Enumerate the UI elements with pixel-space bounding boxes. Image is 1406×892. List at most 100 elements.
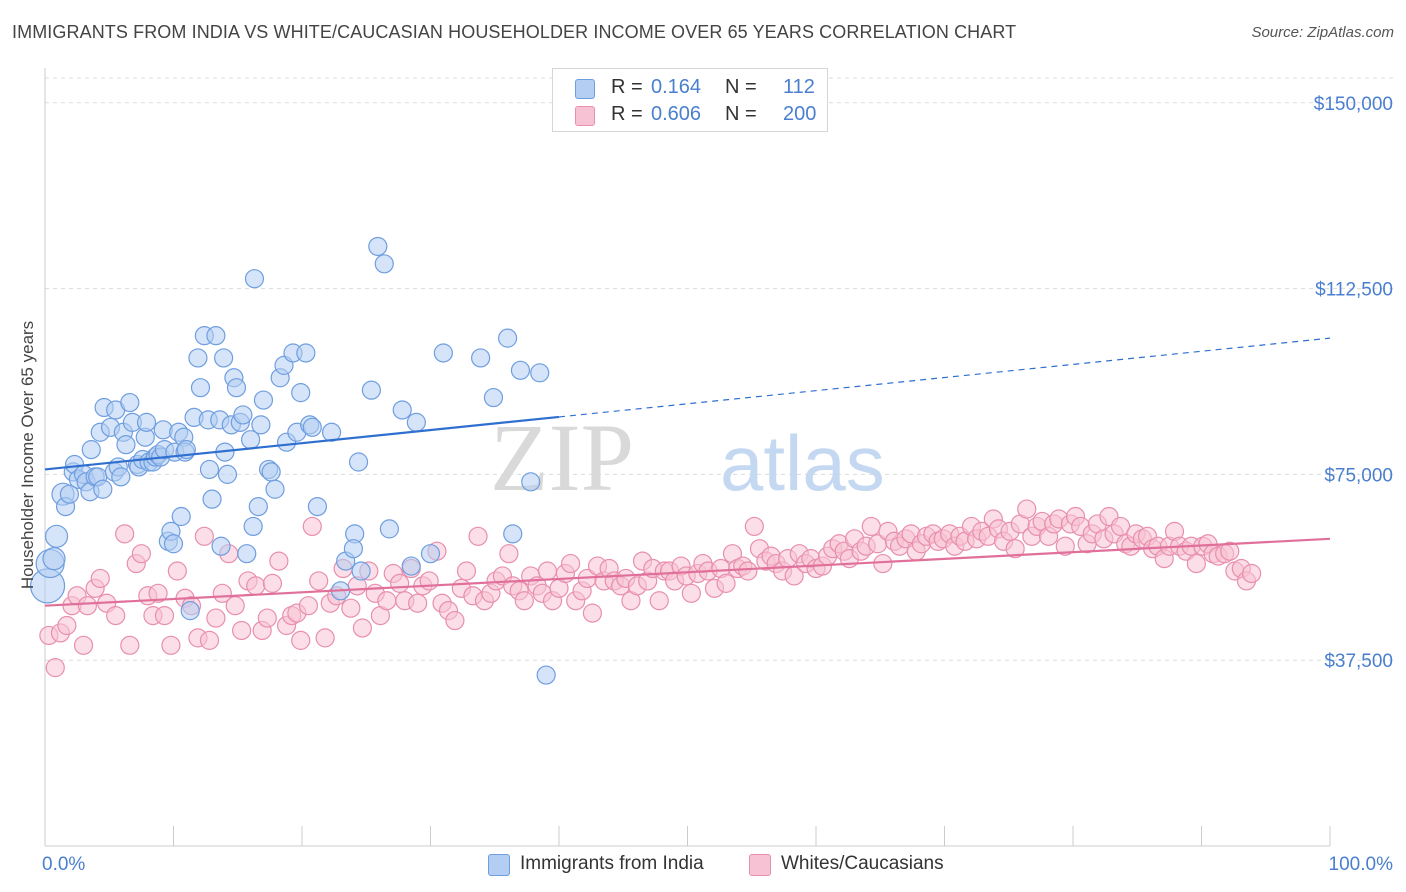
india-point: [171, 506, 191, 527]
india-point: [302, 417, 322, 437]
whites-point: [115, 524, 135, 544]
whites-point: [73, 635, 94, 655]
whites-point: [341, 598, 361, 618]
india-point: [433, 343, 453, 363]
whites-point: [352, 618, 372, 638]
y-tick-label: $37,500: [1324, 651, 1393, 672]
legend-label-whites: Whites/Caucasians: [781, 853, 944, 874]
india-point: [392, 400, 412, 420]
india-point: [368, 236, 388, 257]
whites-point: [1017, 499, 1037, 519]
india-point: [253, 390, 274, 410]
whites-point: [873, 553, 893, 574]
india-point: [237, 544, 257, 564]
whites-caucasians-points: [39, 499, 1262, 678]
watermark-zip: ZIP: [490, 404, 634, 511]
india-point: [244, 269, 265, 289]
legend-label-india: Immigrants from India: [520, 853, 704, 874]
whites-point: [194, 526, 214, 546]
india-point: [343, 539, 363, 559]
whites-trend-line: [44, 537, 1331, 607]
legend-r-label: R =: [611, 103, 643, 125]
whites-point: [206, 608, 226, 628]
whites-point: [291, 630, 311, 650]
india-point: [510, 360, 531, 380]
whites-point: [298, 596, 319, 616]
india-point: [251, 415, 271, 435]
india-point: [243, 516, 263, 537]
whites-point: [77, 596, 98, 616]
india-point: [374, 254, 394, 274]
whites-point: [315, 628, 335, 648]
india-point: [111, 467, 131, 487]
legend-r-value: 0.164: [651, 76, 702, 98]
tick-labels: $37,500 $75,000 $112,500 $150,000 0.0% 100.0%: [42, 94, 1393, 875]
whites-point: [167, 561, 187, 581]
whites-point: [246, 576, 266, 596]
legend-swatch-india: [575, 79, 595, 99]
india-point: [180, 601, 200, 621]
india-point: [321, 422, 342, 442]
india-point: [226, 378, 247, 398]
india-trend-extrapolation: [558, 337, 1331, 418]
whites-point: [257, 608, 277, 628]
whites-point: [744, 516, 764, 537]
india-point: [379, 519, 399, 539]
whites-point: [499, 544, 519, 564]
india-point: [401, 556, 421, 576]
whites-point: [1220, 541, 1240, 561]
legend-n-value: 200: [783, 103, 817, 125]
whites-point: [1242, 563, 1262, 584]
india-point: [498, 328, 518, 348]
legend-n-value: 112: [783, 76, 815, 98]
india-point: [188, 348, 208, 368]
axes: [44, 68, 1331, 847]
whites-point: [309, 571, 329, 591]
whites-point: [582, 603, 603, 623]
whites-point: [537, 561, 558, 581]
india-trend-line: [44, 415, 560, 471]
trend-lines: [44, 337, 1331, 607]
whites-point: [738, 561, 758, 581]
india-point: [214, 348, 234, 368]
whites-point: [1110, 516, 1131, 537]
y-tick-label: $150,000: [1314, 94, 1393, 115]
india-point: [307, 496, 328, 517]
whites-point: [681, 583, 701, 603]
india-point: [521, 472, 541, 492]
legend-r-label: R =: [611, 76, 643, 98]
whites-point: [514, 591, 534, 611]
whites-point: [445, 610, 465, 631]
whites-point: [262, 573, 283, 593]
india-point: [190, 378, 211, 398]
zipatlas-watermark: ZIP atlas: [490, 404, 885, 511]
india-point: [217, 464, 238, 484]
whites-point: [148, 583, 168, 603]
whites-point: [468, 526, 488, 546]
india-point: [361, 380, 381, 400]
source-credit: Source: ZipAtlas.com: [1251, 24, 1394, 41]
y-tick-label: $112,500: [1315, 280, 1393, 301]
whites-point: [377, 591, 397, 611]
india-point: [233, 405, 253, 425]
whites-point: [861, 516, 881, 537]
whites-point: [120, 635, 140, 655]
india-point: [44, 524, 69, 548]
whites-point: [90, 568, 110, 589]
correlation-legend: R = 0.164 N = 112 R = 0.606 N = 200: [552, 68, 828, 132]
whites-point: [302, 516, 322, 537]
whites-point: [408, 593, 428, 613]
whites-point: [1055, 536, 1075, 556]
y-axis-label: Householder Income Over 65 years: [18, 321, 37, 589]
india-point: [42, 547, 66, 571]
x-tick-label: 0.0%: [42, 854, 85, 875]
india-point: [536, 665, 556, 685]
whites-point: [106, 605, 126, 626]
whites-point: [456, 561, 477, 581]
whites-point: [232, 620, 252, 641]
india-point: [202, 489, 222, 509]
whites-point: [161, 635, 181, 655]
whites-point: [57, 615, 77, 636]
india-point: [471, 348, 491, 368]
